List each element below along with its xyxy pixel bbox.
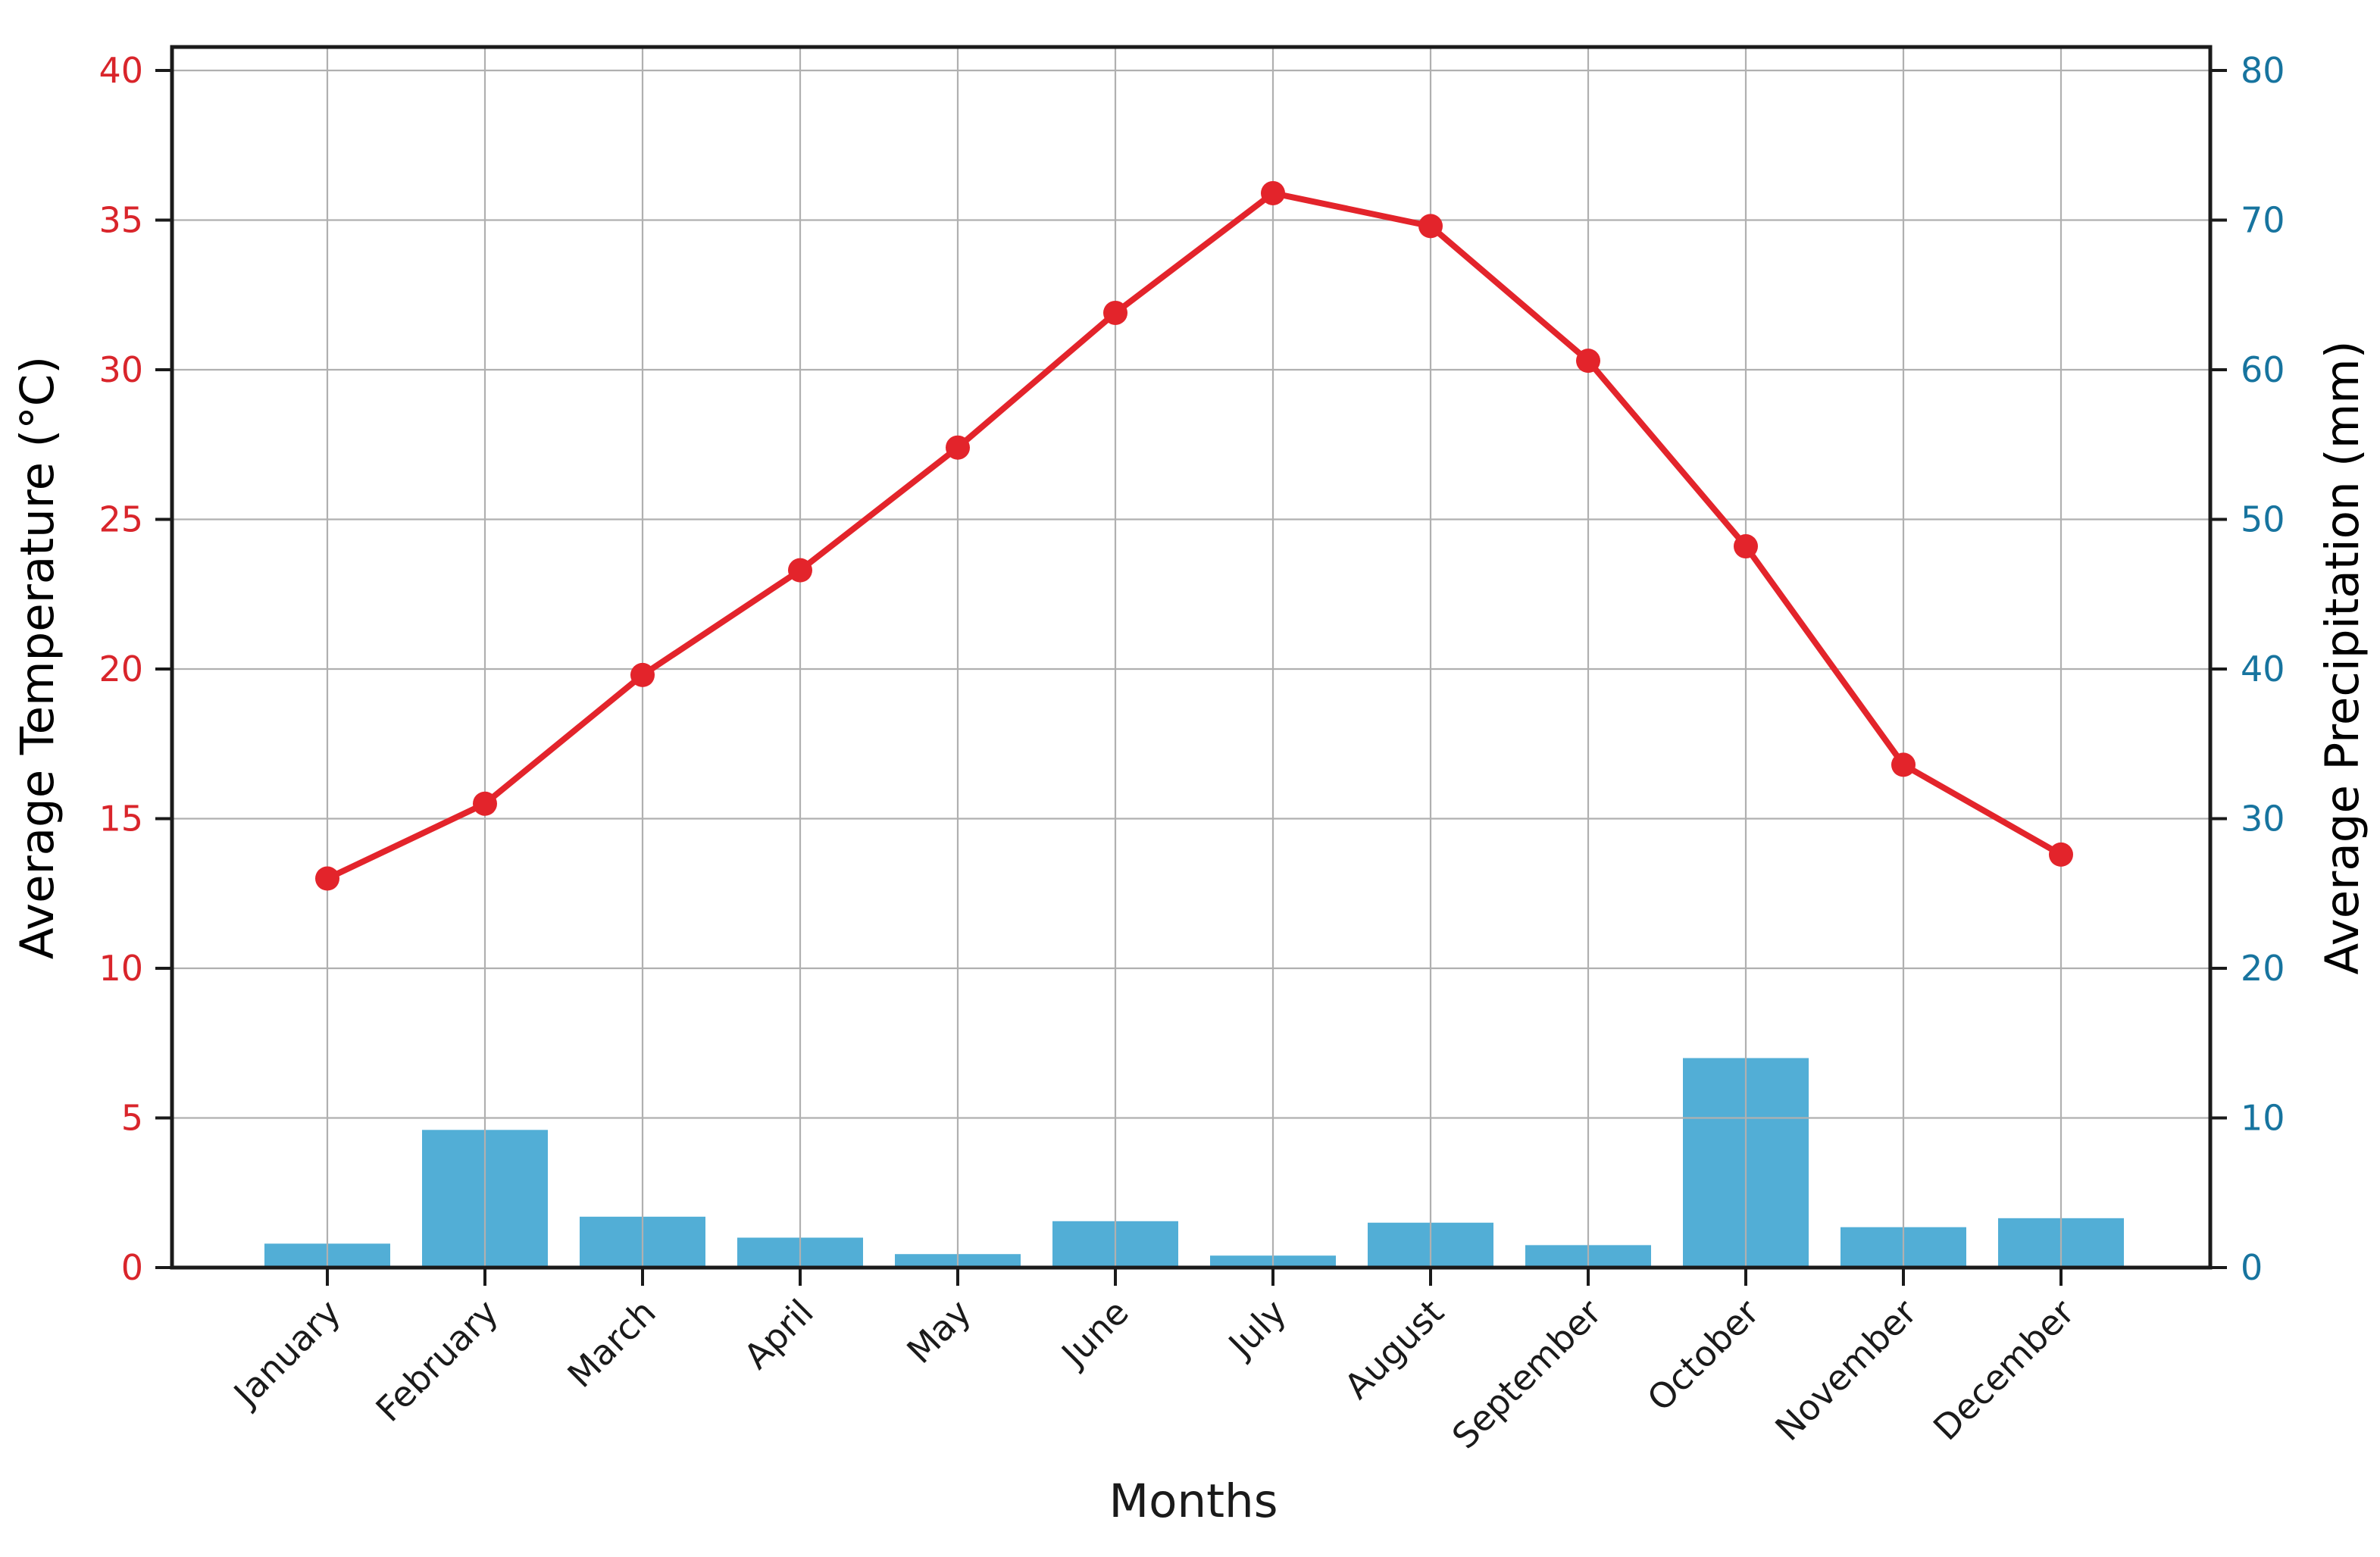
temperature-point-january <box>315 866 339 891</box>
left-tick-label-15: 15 <box>99 799 143 839</box>
right-tick-label-60: 60 <box>2241 349 2285 390</box>
left-axis-tick-labels: 0 5 10 15 20 25 30 35 40 <box>99 50 143 1288</box>
temperature-point-february <box>473 791 497 816</box>
temperature-point-march <box>630 662 655 687</box>
gridlines <box>172 47 2210 1268</box>
right-tick-label-0: 0 <box>2241 1247 2263 1288</box>
temperature-point-november <box>1891 752 1916 777</box>
temperature-line <box>324 189 2064 882</box>
left-tick-label-20: 20 <box>99 649 143 689</box>
temperature-point-april <box>788 558 812 583</box>
right-tick-label-50: 50 <box>2241 499 2285 540</box>
right-tick-label-20: 20 <box>2241 948 2285 989</box>
left-tick-label-5: 5 <box>121 1098 143 1139</box>
axis-tick-marks <box>155 69 2227 1286</box>
right-tick-label-30: 30 <box>2241 799 2285 839</box>
right-axis-title: Average Precipitation (mm) <box>2316 341 2369 975</box>
left-tick-label-30: 30 <box>99 349 143 390</box>
temperature-point-september <box>1576 349 1600 374</box>
temperature-point-july <box>1261 180 1285 205</box>
temperature-point-december <box>2049 842 2073 867</box>
temperature-point-august <box>1418 214 1443 239</box>
plot-area <box>172 47 2210 1268</box>
left-tick-label-0: 0 <box>121 1247 143 1288</box>
right-tick-label-80: 80 <box>2241 50 2285 91</box>
left-axis-title: Average Temperature (°C) <box>11 356 64 959</box>
left-tick-label-35: 35 <box>99 200 143 241</box>
right-tick-label-70: 70 <box>2241 200 2285 241</box>
temperature-point-october <box>1734 534 1758 559</box>
temperature-point-may <box>946 435 970 460</box>
temperature-line-series <box>315 180 2073 891</box>
plot-border <box>170 45 2213 1270</box>
right-tick-label-10: 10 <box>2241 1098 2285 1139</box>
temperature-point-june <box>1103 300 1127 325</box>
left-tick-label-40: 40 <box>99 50 143 91</box>
x-axis-title: Months <box>1109 1474 1278 1528</box>
right-axis-tick-labels: 0 10 20 30 40 50 60 70 80 <box>2241 50 2285 1288</box>
left-tick-label-25: 25 <box>99 499 143 540</box>
right-tick-label-40: 40 <box>2241 649 2285 689</box>
left-tick-label-10: 10 <box>99 948 143 989</box>
